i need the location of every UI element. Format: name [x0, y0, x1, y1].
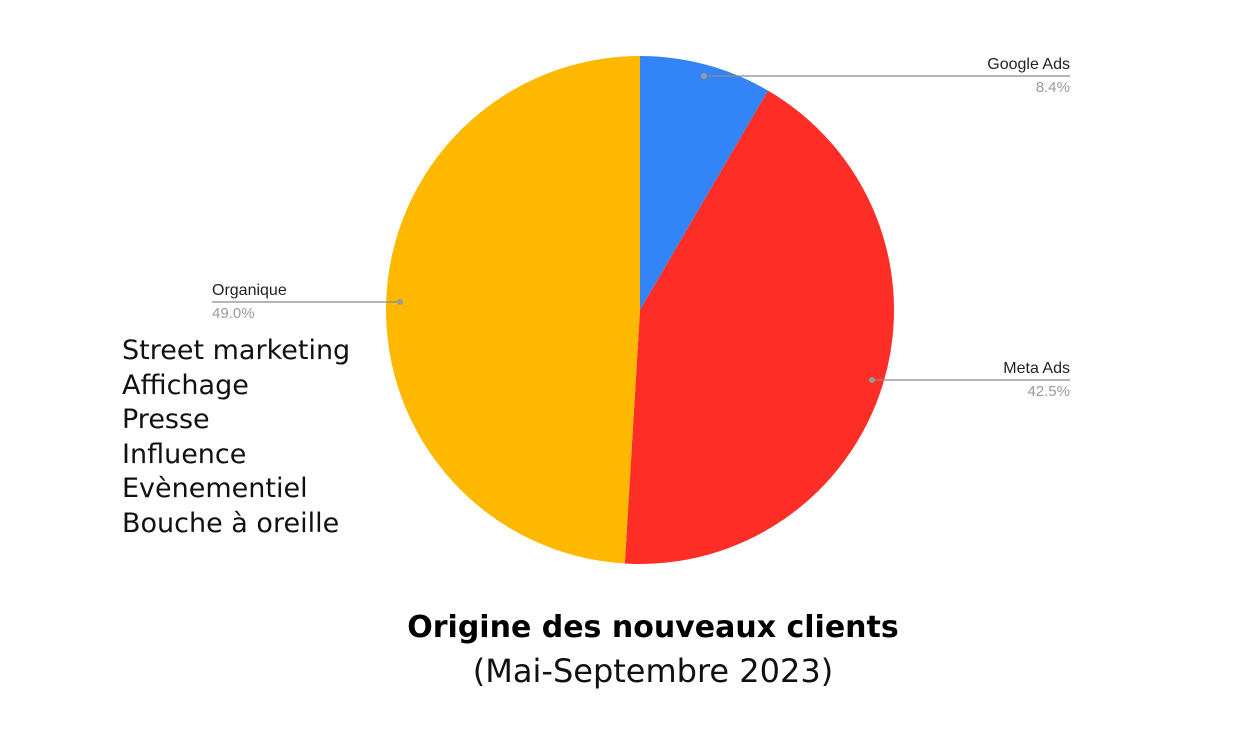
organic-channels-list: Street marketing Affichage Presse Influe… — [122, 334, 350, 542]
organic-channel-item: Bouche à oreille — [122, 507, 340, 539]
pie-slice-meta-ads — [624, 90, 894, 565]
chart-subtitle: (Mai-Septembre 2023) — [472, 652, 834, 690]
organic-channel-item: Affichage — [122, 369, 249, 401]
slice-label: Google Ads — [987, 56, 1070, 73]
pie-slice-organique — [385, 56, 640, 564]
slice-percentage: 8.4% — [1035, 79, 1070, 96]
pie-slices — [385, 56, 894, 565]
organic-channel-item: Influence — [122, 438, 247, 470]
chart-title: Origine des nouveaux clients — [407, 610, 899, 645]
slice-label: Meta Ads — [1003, 360, 1070, 377]
slice-percentage: 42.5% — [1027, 383, 1070, 400]
slice-percentage: 49.0% — [212, 305, 255, 322]
leader-lines — [212, 73, 1070, 383]
leader-dot — [869, 377, 875, 383]
slice-label: Organique — [212, 282, 287, 299]
organic-channel-item: Street marketing — [122, 335, 351, 366]
leader-dot — [397, 299, 403, 305]
organic-channel-item: Presse — [122, 404, 210, 436]
leader-dot — [701, 73, 707, 79]
pie-slice-google-ads — [640, 56, 769, 310]
organic-channel-item: Evènementiel — [122, 473, 308, 505]
